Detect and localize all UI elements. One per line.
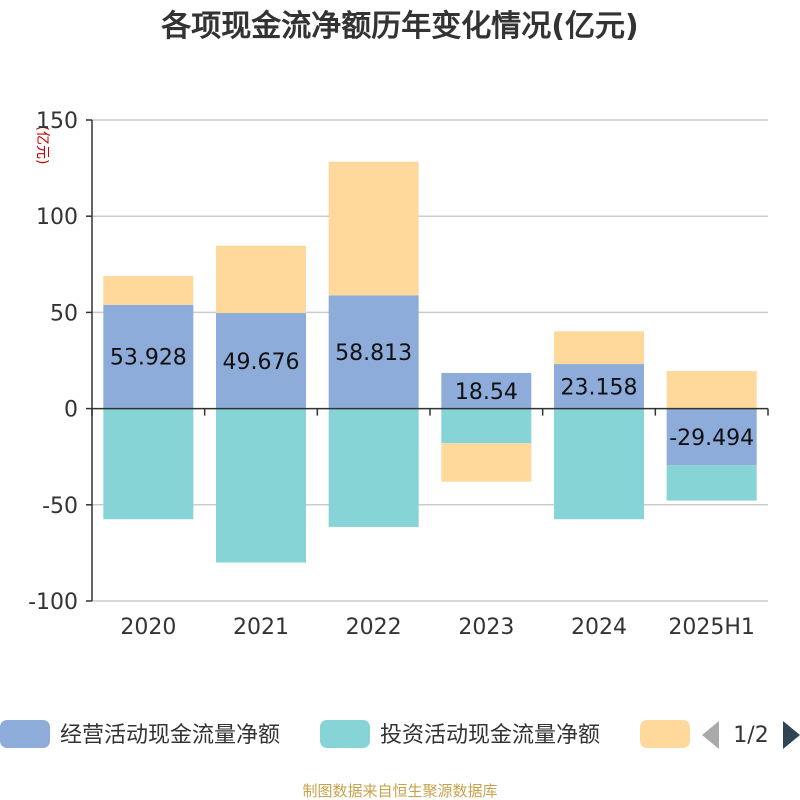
bar-s3-2020 bbox=[103, 275, 194, 305]
chart-title: 各项现金流净额历年变化情况(亿元) bbox=[160, 9, 638, 44]
x-tick-label: 2021 bbox=[233, 615, 289, 640]
bar-s2-2021 bbox=[216, 408, 306, 563]
data-label: 18.54 bbox=[455, 380, 518, 405]
source-note: 制图数据来自恒生聚源数据库 bbox=[302, 782, 497, 800]
bar-s1-2025H1 bbox=[666, 408, 757, 466]
bar-s2-2022 bbox=[328, 408, 419, 527]
x-tick-label: 2022 bbox=[346, 615, 402, 640]
bar-s2-2020 bbox=[103, 408, 194, 520]
bar-s2-2023 bbox=[441, 408, 532, 444]
legend-prev-arrow-icon[interactable] bbox=[702, 721, 719, 749]
legend-next-arrow-icon[interactable] bbox=[783, 721, 800, 749]
legend: 经营活动现金流量净额 投资活动现金流量净额 1/2 bbox=[0, 720, 800, 749]
bar-s3-2025H1 bbox=[666, 371, 757, 409]
bar-s1-2022 bbox=[328, 295, 419, 409]
x-tick-label: 2024 bbox=[571, 615, 627, 640]
grid-lines bbox=[92, 119, 768, 602]
y-tick-label: -50 bbox=[42, 494, 78, 519]
y-tick-label: -100 bbox=[28, 590, 78, 615]
y-tick-label: 50 bbox=[50, 301, 78, 326]
bar-s3-2024 bbox=[554, 331, 644, 365]
axes: 150 100 50 0 -50 -100 2020 2021 2022 2023 2024 2025… bbox=[28, 109, 769, 640]
bar-s3-2021 bbox=[216, 245, 306, 314]
bar-s2-2024 bbox=[554, 408, 644, 520]
bar-s1-2020 bbox=[103, 304, 194, 409]
data-label: 58.813 bbox=[335, 341, 412, 366]
data-label: -29.494 bbox=[669, 426, 754, 451]
bar-s3-2022 bbox=[328, 161, 419, 296]
bar-s1-2021 bbox=[216, 313, 306, 409]
y-tick-label: 0 bbox=[64, 398, 78, 423]
legend-label-1[interactable]: 经营活动现金流量净额 bbox=[60, 723, 280, 748]
x-tick-label: 2023 bbox=[458, 615, 514, 640]
x-tick-label: 2025H1 bbox=[668, 615, 755, 640]
bar-s3-2023 bbox=[441, 443, 532, 482]
data-labels: 53.928 49.676 58.813 18.54 23.158 -29.494 bbox=[110, 341, 754, 451]
data-label: 49.676 bbox=[223, 350, 300, 375]
y-tick-label: 150 bbox=[36, 109, 78, 134]
legend-swatch-2[interactable] bbox=[320, 720, 370, 748]
data-label: 53.928 bbox=[110, 346, 187, 371]
y-axis-unit: (亿元) bbox=[34, 126, 50, 165]
legend-label-2[interactable]: 投资活动现金流量净额 bbox=[380, 723, 600, 748]
data-label: 23.158 bbox=[561, 375, 638, 400]
y-tick-label: 100 bbox=[36, 205, 78, 230]
bar-s1-2023 bbox=[441, 372, 532, 409]
bars-group bbox=[103, 161, 757, 563]
bar-s1-2024 bbox=[554, 364, 644, 409]
x-tick-label: 2020 bbox=[120, 615, 176, 640]
legend-swatch-1[interactable] bbox=[0, 720, 50, 748]
bar-s2-2025H1 bbox=[666, 465, 757, 501]
legend-swatch-3[interactable] bbox=[640, 720, 690, 748]
legend-page-indicator: 1/2 bbox=[733, 723, 768, 748]
